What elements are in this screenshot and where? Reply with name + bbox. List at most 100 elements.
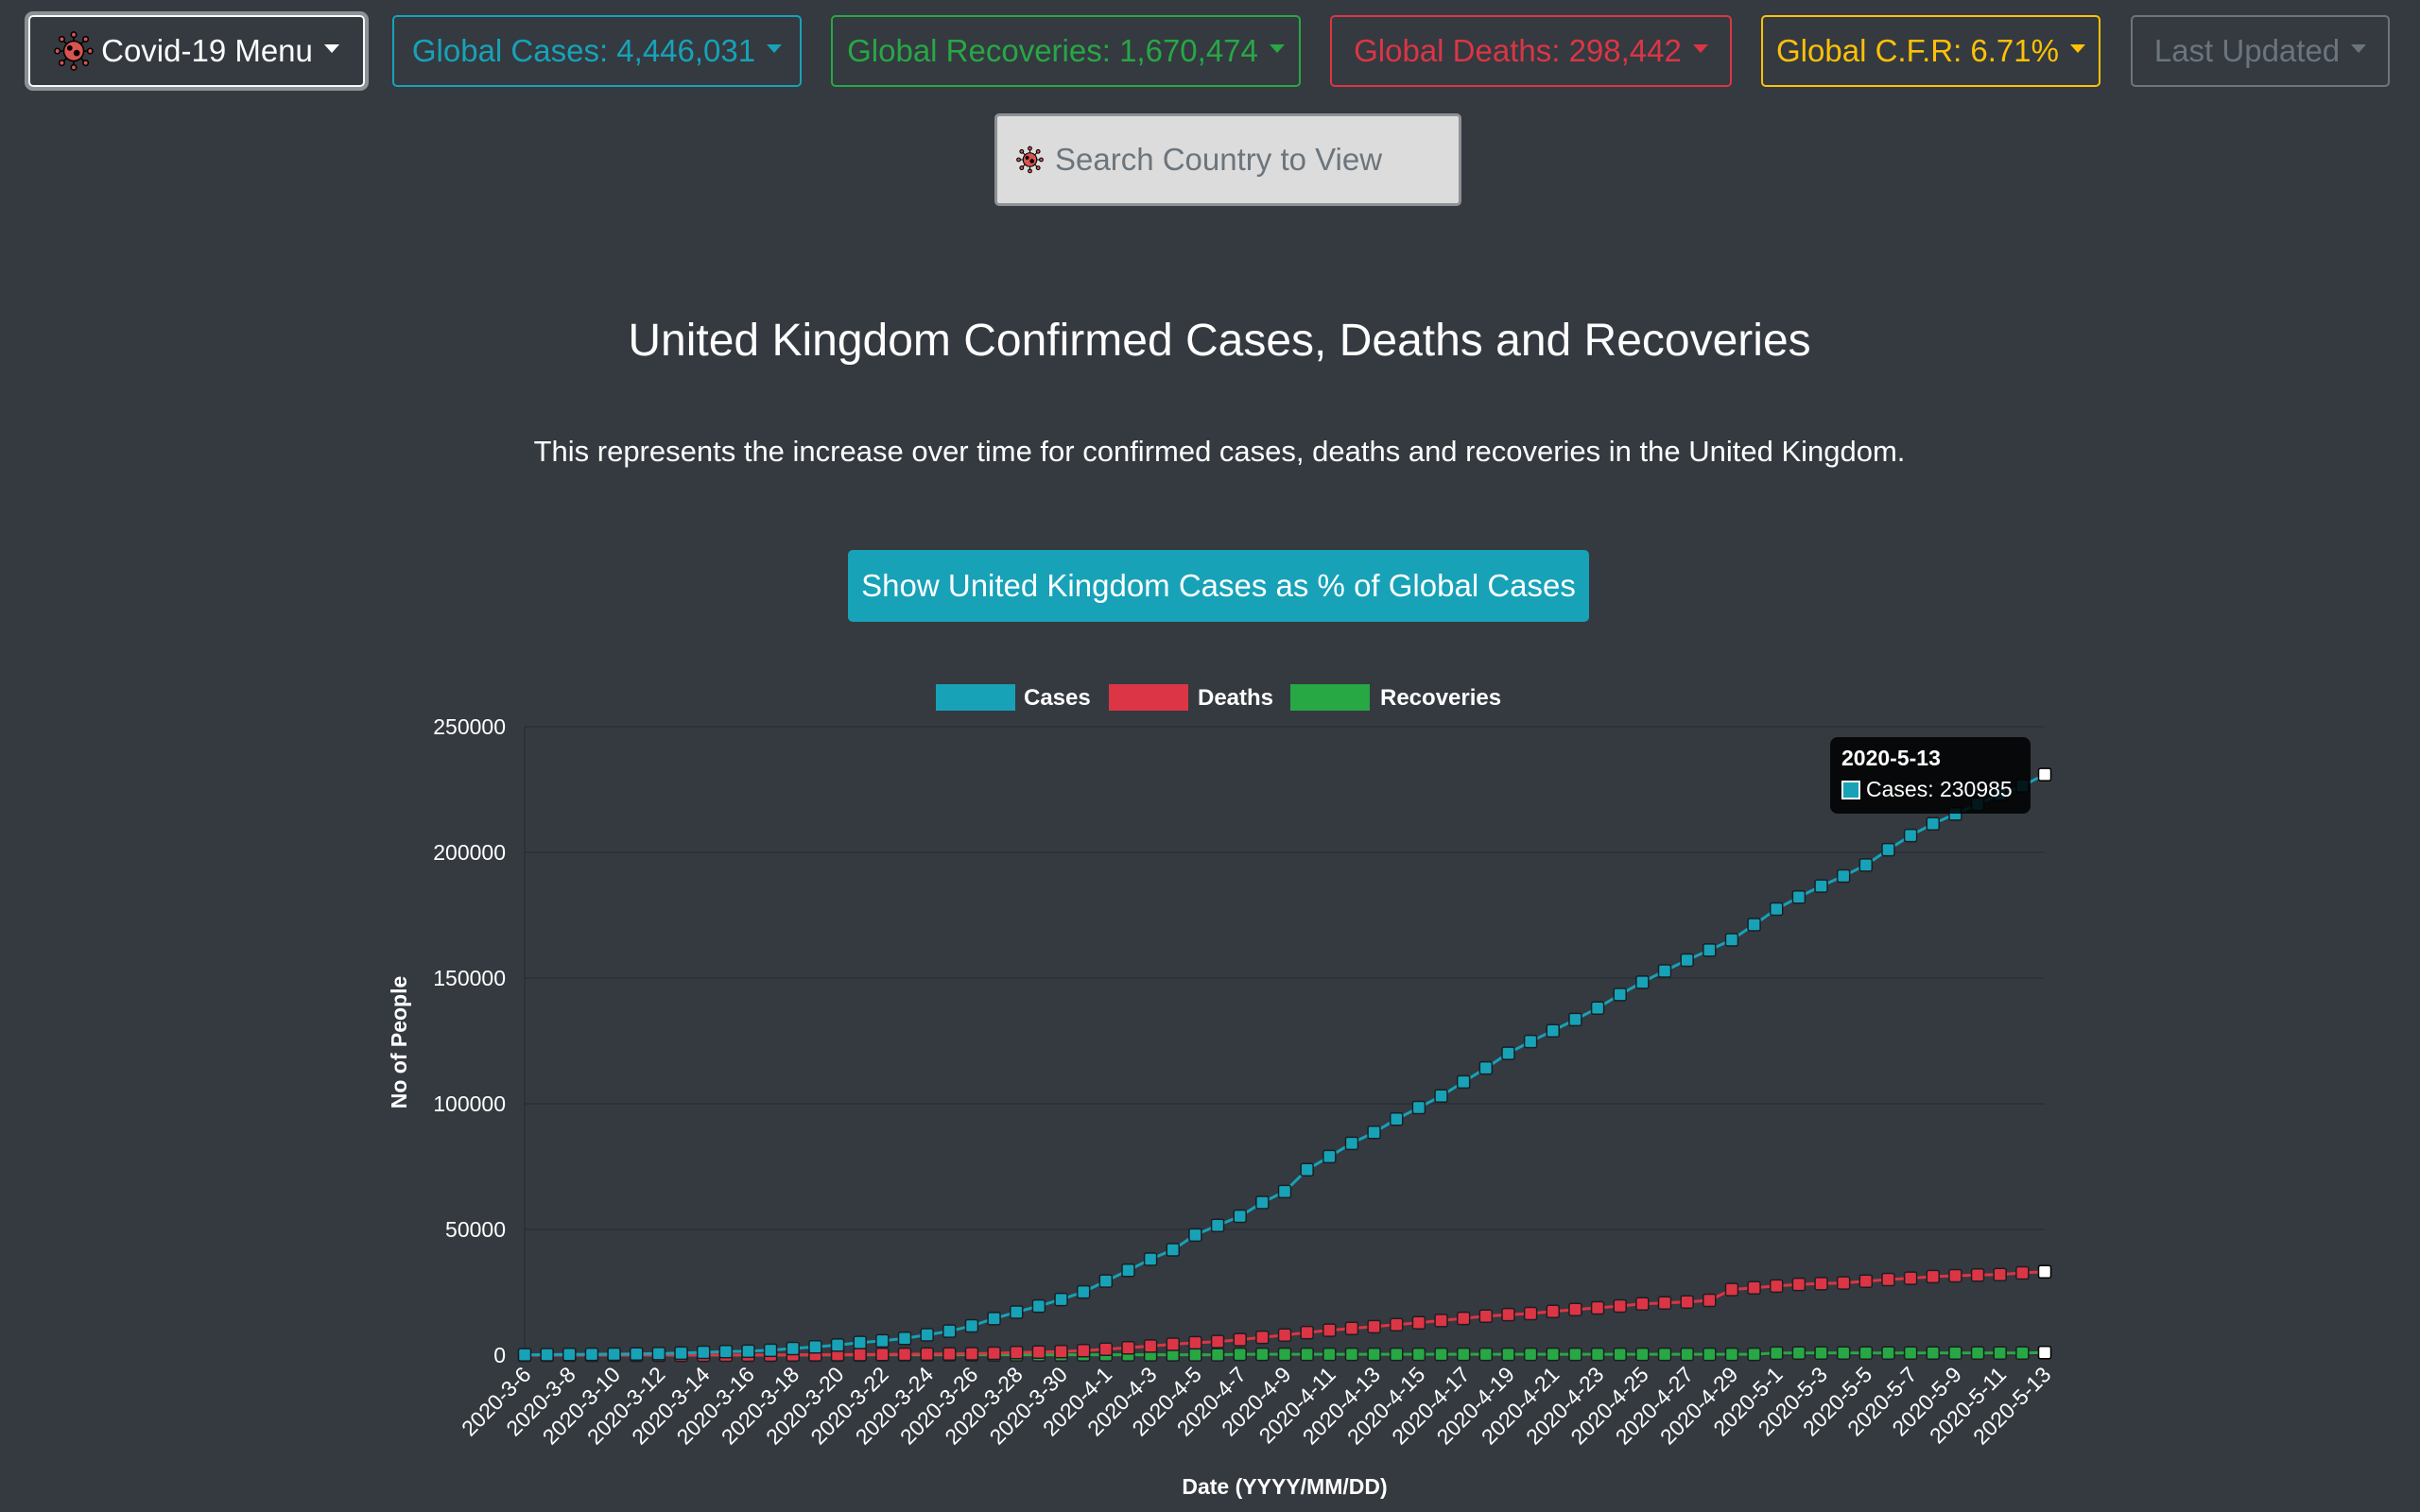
data-point-deaths [875,1347,890,1362]
data-point-recoveries [1344,1347,1359,1362]
data-point-deaths [1478,1309,1494,1324]
data-point-recoveries [1456,1347,1471,1362]
data-point-recoveries [1881,1346,1895,1360]
data-point-deaths [1926,1269,1941,1284]
global-cfr-label: Global C.F.R: 6.71% [1776,33,2059,68]
data-point-deaths [1434,1314,1448,1328]
data-point-deaths [897,1347,912,1362]
data-point-cases [1233,1209,1247,1224]
data-point-recoveries [1680,1347,1694,1362]
data-point-deaths [1747,1280,1761,1296]
data-point-recoveries [1277,1347,1292,1362]
data-point-recoveries [1210,1348,1225,1362]
data-point-cases [1903,828,1918,843]
data-point-deaths [1703,1293,1717,1308]
data-point-cases [1389,1112,1404,1126]
data-point-cases [1858,858,1874,872]
data-point-deaths [1501,1307,1515,1322]
data-point-recoveries [1434,1347,1448,1362]
data-point-cases [718,1345,734,1359]
data-point-recoveries [1233,1347,1247,1362]
show-percent-global-button[interactable]: Show United Kingdom Cases as % of Global… [848,550,1589,622]
data-point-cases [1926,816,1941,832]
data-point-cases [1322,1149,1337,1164]
data-point-deaths [1210,1334,1225,1349]
data-point-recoveries [2037,1346,2052,1360]
global-cases-dropdown[interactable]: Global Cases: 4,446,031 [392,15,802,87]
data-point-recoveries [1926,1346,1941,1360]
tooltip-title: 2020-5-13 [1841,746,1941,770]
data-point-recoveries [1993,1346,2007,1360]
data-point-cases [696,1345,711,1360]
data-point-cases [1121,1263,1135,1278]
covid-menu-dropdown[interactable]: Covid-19 Menu [28,15,365,87]
chevron-down-icon [767,43,783,53]
data-point-cases [674,1346,688,1361]
data-point-deaths [1166,1337,1181,1351]
legend-label-deaths: Deaths [1198,685,1273,711]
global-cfr-dropdown[interactable]: Global C.F.R: 6.71% [1761,15,2100,87]
data-point-cases [1434,1089,1448,1104]
data-point-recoveries [1255,1347,1270,1362]
data-point-deaths [1881,1272,1895,1287]
data-point-recoveries [1322,1347,1337,1362]
data-point-deaths [1791,1277,1806,1292]
virus-icon [54,31,94,71]
data-point-cases [1054,1292,1068,1307]
chevron-down-icon [2069,43,2085,53]
data-point-cases [987,1312,1001,1326]
data-point-deaths [1769,1279,1784,1294]
data-point-cases [1166,1243,1181,1257]
legend-label-recoveries: Recoveries [1380,685,1501,711]
data-point-recoveries [1300,1347,1314,1362]
data-point-cases [1143,1252,1158,1266]
data-point-deaths [1076,1343,1091,1358]
data-point-cases [629,1347,644,1362]
y-tick-label: 100000 [433,1091,506,1116]
data-point-deaths [1836,1276,1851,1290]
data-point-cases [1188,1228,1202,1243]
data-point-recoveries [1814,1346,1828,1360]
data-point-deaths [1188,1335,1202,1350]
data-point-recoveries [1724,1347,1739,1362]
data-point-cases [1613,988,1627,1002]
covid-menu-label: Covid-19 Menu [101,33,313,68]
data-point-deaths [1724,1282,1739,1297]
data-point-deaths [964,1347,979,1361]
last-updated-dropdown[interactable]: Last Updated [2131,15,2390,87]
data-point-deaths [1143,1339,1158,1353]
data-point-deaths [1993,1267,2007,1281]
data-point-deaths [1568,1302,1582,1316]
country-search-box[interactable] [994,113,1461,206]
global-recoveries-label: Global Recoveries: 1,670,474 [847,33,1258,68]
data-point-deaths [1948,1268,1962,1283]
virus-icon [1016,146,1044,174]
country-search-input[interactable] [1053,141,1459,179]
chevron-down-icon [1269,43,1285,53]
data-point-deaths [1456,1311,1471,1326]
global-deaths-dropdown[interactable]: Global Deaths: 298,442 [1330,15,1732,87]
data-point-cases [1814,879,1828,893]
data-point-deaths [1411,1315,1426,1330]
data-point-recoveries [1546,1347,1561,1362]
data-point-deaths [920,1347,934,1362]
data-point-cases [1568,1012,1582,1027]
data-point-cases [1836,868,1851,884]
data-point-deaths [1590,1300,1605,1315]
data-point-recoveries [1613,1347,1627,1362]
data-point-cases [1703,943,1717,957]
data-point-cases [1277,1184,1292,1199]
data-point-recoveries [1948,1346,1962,1360]
data-point-deaths [2037,1264,2052,1279]
data-point-deaths [1613,1298,1627,1314]
cases-deaths-recoveries-chart: Cases Deaths Recoveries 0 50000 100000 150000… [387,684,2056,1499]
data-point-deaths [1277,1328,1292,1342]
data-point-cases [1680,953,1694,968]
data-point-cases [786,1341,801,1356]
data-point-deaths [1367,1319,1381,1334]
global-recoveries-dropdown[interactable]: Global Recoveries: 1,670,474 [831,15,1301,87]
data-point-cases [1747,918,1761,932]
data-point-cases [1724,933,1739,947]
data-point-cases [1210,1218,1225,1232]
last-updated-label: Last Updated [2153,33,2341,68]
